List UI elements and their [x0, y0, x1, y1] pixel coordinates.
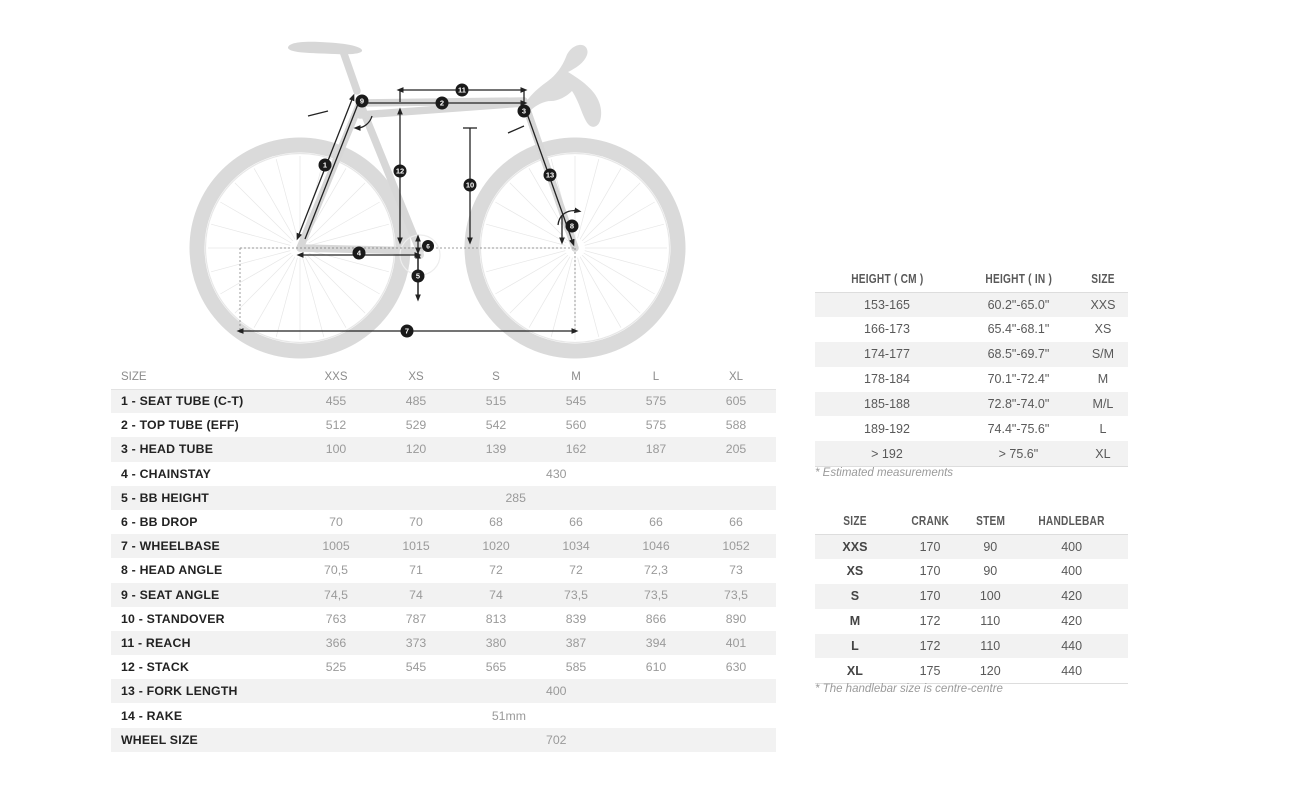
- svg-text:8: 8: [570, 222, 574, 231]
- svg-text:9: 9: [360, 97, 364, 106]
- svg-text:1: 1: [323, 161, 327, 170]
- svg-text:7: 7: [405, 327, 409, 336]
- svg-text:11: 11: [458, 86, 466, 95]
- svg-text:10: 10: [466, 181, 474, 190]
- svg-text:13: 13: [546, 171, 554, 180]
- svg-text:3: 3: [522, 107, 526, 116]
- svg-text:2: 2: [440, 99, 444, 108]
- svg-text:6: 6: [426, 244, 430, 251]
- svg-text:5: 5: [416, 272, 420, 281]
- svg-text:12: 12: [396, 167, 404, 176]
